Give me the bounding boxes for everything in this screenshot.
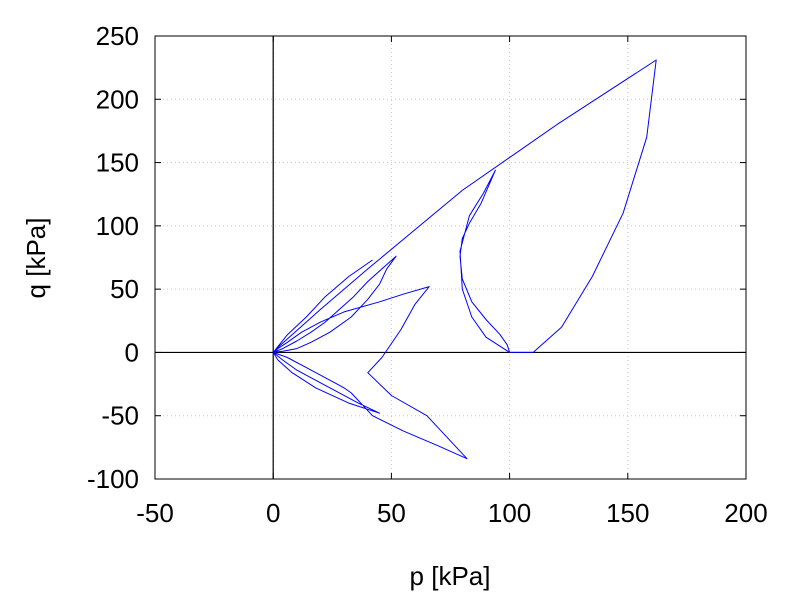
series-line-1 (272, 59, 657, 460)
y-tick-label: -100 (87, 464, 139, 494)
data-series (272, 59, 657, 460)
x-tick-label: 200 (724, 498, 767, 528)
y-tick-label: 0 (125, 337, 139, 367)
grid-lines (155, 36, 746, 479)
x-tick-label: 150 (606, 498, 649, 528)
zero-lines (155, 36, 746, 479)
x-tick-label: -50 (136, 498, 174, 528)
tick-labels: -50 0 50 100 150 200 -100 -50 0 50 100 150 200 250 (87, 21, 768, 528)
x-axis-label: p [kPa] (410, 561, 491, 591)
y-tick-label: 150 (96, 148, 139, 178)
y-tick-label: 200 (96, 84, 139, 114)
y-axis-label: q [kPa] (21, 218, 51, 299)
y-tick-label: 100 (96, 211, 139, 241)
plot-frame (154, 35, 747, 480)
x-tick-label: 100 (488, 498, 531, 528)
axis-ticks (154, 35, 747, 480)
y-tick-label: 50 (110, 274, 139, 304)
y-tick-label: 250 (96, 21, 139, 51)
x-tick-label: 50 (377, 498, 406, 528)
y-tick-label: -50 (101, 401, 139, 431)
x-tick-label: 0 (266, 498, 280, 528)
